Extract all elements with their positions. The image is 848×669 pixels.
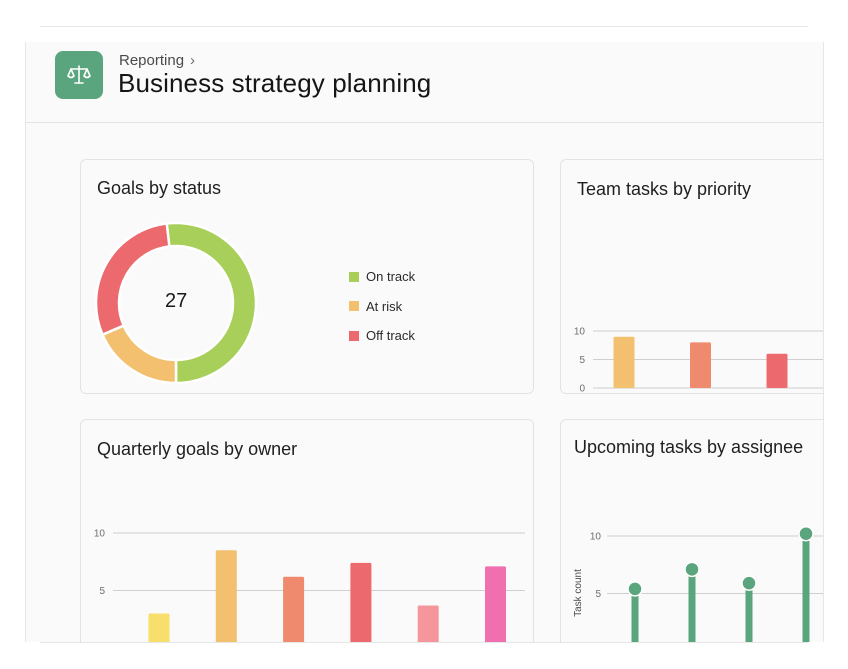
chart-legend: On track At risk Off track: [349, 262, 415, 351]
quarterly-goals-card[interactable]: Quarterly goals by owner 0510MarketingIT…: [80, 419, 534, 642]
priority-bar-chart: 0510LowMediumHigh: [574, 327, 823, 394]
card-title: Goals by status: [97, 178, 222, 198]
breadcrumb-reporting[interactable]: Reporting: [119, 52, 185, 69]
legend-label: At risk: [366, 298, 403, 314]
y-tick-label: 10: [590, 532, 602, 543]
donut-slice: [165, 221, 258, 385]
bar: [613, 336, 635, 388]
legend-swatch: [349, 330, 359, 341]
bar: [148, 613, 170, 642]
bar: [350, 562, 372, 642]
donut-chart: [94, 221, 258, 385]
scales-icon: [67, 65, 91, 84]
bar: [766, 353, 788, 388]
bar: [215, 550, 237, 642]
lollipop-dot: [684, 561, 700, 578]
goals-total: 27: [165, 290, 188, 312]
top-divider: [40, 26, 808, 27]
donut-slice: [94, 222, 171, 337]
card-title: Team tasks by priority: [577, 179, 752, 199]
owner-bar-chart: 0510MarketingITOpsProductSalesEng: [94, 529, 525, 642]
y-tick-label: 5: [595, 589, 601, 600]
y-tick-label: 5: [99, 586, 105, 597]
card-title: Quarterly goals by owner: [97, 439, 298, 459]
lollipop-dot: [798, 525, 814, 542]
team-tasks-card[interactable]: Team tasks by priority 0510LowMediumHigh: [560, 159, 823, 394]
legend-item: At risk: [349, 292, 415, 322]
donut-slice: [100, 323, 178, 385]
lollipop-stem: [802, 533, 810, 642]
upcoming-tasks-card[interactable]: Upcoming tasks by assignee 0 5 10 Task coun…: [560, 419, 823, 642]
legend-label: On track: [366, 269, 416, 285]
lollipop-stem: [688, 569, 696, 642]
bar: [417, 605, 439, 642]
breadcrumb[interactable]: Reporting ›: [119, 52, 195, 69]
y-tick-label: 10: [574, 327, 586, 338]
y-tick-label: 0: [579, 384, 585, 394]
chevron-right-icon: ›: [190, 52, 196, 69]
legend-label: Off track: [366, 328, 415, 344]
legend-item: Off track: [349, 321, 415, 351]
legend-swatch: [349, 271, 359, 282]
page-title: Business strategy planning: [118, 68, 432, 98]
bar: [485, 566, 506, 642]
y-axis-label: Task count: [573, 569, 584, 617]
page-header: Reporting › Business strategy planning: [26, 42, 823, 123]
y-tick-label: 10: [94, 529, 106, 540]
lollipop-stem: [745, 583, 753, 642]
card-title: Upcoming tasks by assignee: [574, 437, 804, 457]
legend-item: On track: [349, 262, 415, 292]
lollipop-dot: [627, 581, 643, 597]
bar: [283, 576, 305, 642]
bar: [690, 342, 711, 388]
project-icon[interactable]: [55, 51, 103, 99]
lollipop-stem: [631, 588, 639, 642]
bottom-divider: [40, 642, 808, 643]
report-window: Reporting › Business strategy planning G…: [25, 42, 824, 642]
legend-swatch: [349, 301, 359, 312]
lollipop-dot: [741, 575, 757, 591]
goals-by-status-card[interactable]: Goals by status 27 On track At risk Off …: [80, 159, 534, 394]
y-tick-label: 5: [579, 355, 585, 366]
